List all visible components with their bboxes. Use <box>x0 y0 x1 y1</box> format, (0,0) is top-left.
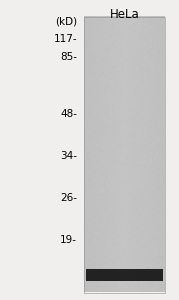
Bar <box>86 268 163 280</box>
Text: 19-: 19- <box>60 235 77 245</box>
Text: 34-: 34- <box>60 151 77 161</box>
Text: (kD): (kD) <box>55 16 77 26</box>
Text: 26-: 26- <box>60 193 77 203</box>
Text: HeLa: HeLa <box>110 8 139 20</box>
Bar <box>84 16 165 292</box>
Text: 48-: 48- <box>60 109 77 119</box>
Text: 85-: 85- <box>60 52 77 62</box>
Text: 117-: 117- <box>53 34 77 44</box>
